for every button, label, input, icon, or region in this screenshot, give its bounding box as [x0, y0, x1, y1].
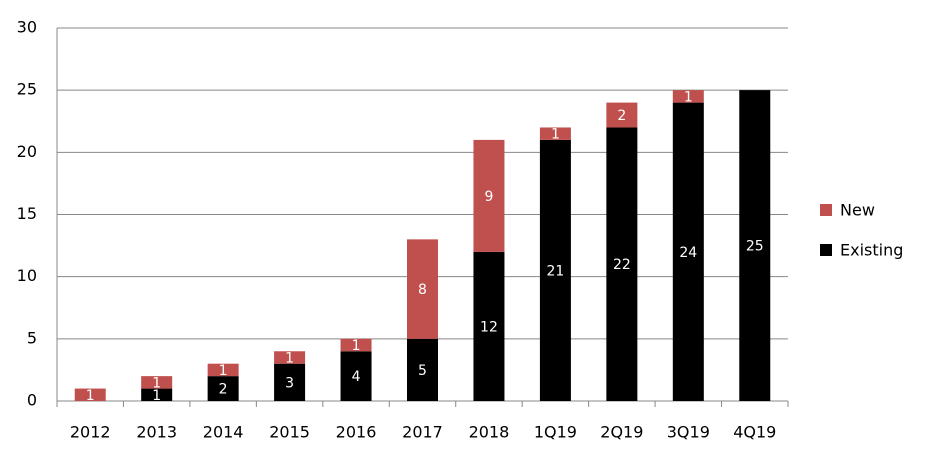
legend-label: Existing — [840, 241, 903, 260]
value-label: 1 — [684, 89, 693, 105]
bar-segment — [74, 388, 106, 401]
value-label: 1 — [152, 388, 161, 404]
x-tick-label: 2017 — [402, 423, 443, 442]
value-label: 1 — [86, 388, 95, 404]
bar-segment — [340, 338, 372, 352]
bar-segment — [407, 239, 438, 339]
y-tick-label: 0 — [27, 391, 37, 410]
bar-segment — [274, 363, 306, 401]
x-tick-label: 2016 — [336, 423, 377, 442]
value-label: 3 — [285, 375, 294, 391]
bar-segment — [672, 90, 704, 103]
value-label: 2 — [219, 382, 228, 398]
bar-segment — [407, 338, 438, 401]
x-tick-label: 2013 — [136, 423, 177, 442]
value-label: 24 — [679, 245, 697, 261]
value-label: 4 — [352, 369, 361, 385]
x-tick-label: 4Q19 — [733, 423, 776, 442]
x-tick-label: 2Q19 — [600, 423, 643, 442]
y-tick-label: 30 — [17, 18, 37, 37]
bar-segment — [539, 127, 571, 140]
bar-segment — [340, 351, 372, 401]
value-label: 22 — [613, 257, 631, 273]
bar-segment — [606, 102, 638, 128]
y-tick-label: 5 — [27, 328, 37, 347]
legend-swatch — [820, 244, 832, 256]
x-tick-label: 1Q19 — [534, 423, 577, 442]
bar-segment — [141, 376, 173, 389]
legend-label: New — [840, 201, 875, 220]
value-label: 9 — [484, 189, 493, 205]
bar-segment — [274, 351, 306, 364]
y-tick-label: 10 — [17, 266, 37, 285]
value-label: 12 — [480, 319, 498, 335]
bar-segment — [539, 139, 571, 401]
bar-segment — [672, 102, 704, 401]
y-tick-label: 20 — [17, 142, 37, 161]
y-tick-label: 25 — [17, 80, 37, 99]
bar-segment — [473, 139, 505, 252]
bar-segment — [207, 363, 239, 377]
bar-segment — [606, 127, 638, 401]
value-label: 2 — [617, 108, 626, 124]
value-label: 25 — [746, 239, 764, 255]
legend-swatch — [820, 204, 832, 216]
x-tick-label: 2015 — [269, 423, 310, 442]
value-label: 1 — [352, 338, 361, 354]
value-label: 1 — [219, 363, 228, 379]
x-tick-label: 3Q19 — [667, 423, 710, 442]
value-label: 21 — [546, 263, 564, 279]
value-label: 1 — [551, 127, 560, 143]
x-tick-label: 2014 — [203, 423, 244, 442]
value-label: 8 — [418, 282, 427, 298]
y-tick-label: 15 — [17, 204, 37, 223]
bar-segment — [141, 388, 173, 401]
bar-segment — [739, 90, 771, 402]
value-label: 1 — [285, 350, 294, 366]
bar-segment — [473, 251, 505, 401]
x-tick-label: 2012 — [70, 423, 111, 442]
value-label: 5 — [418, 363, 427, 379]
x-tick-label: 2018 — [469, 423, 510, 442]
bar-segment — [207, 376, 239, 401]
value-label: 1 — [152, 375, 161, 391]
